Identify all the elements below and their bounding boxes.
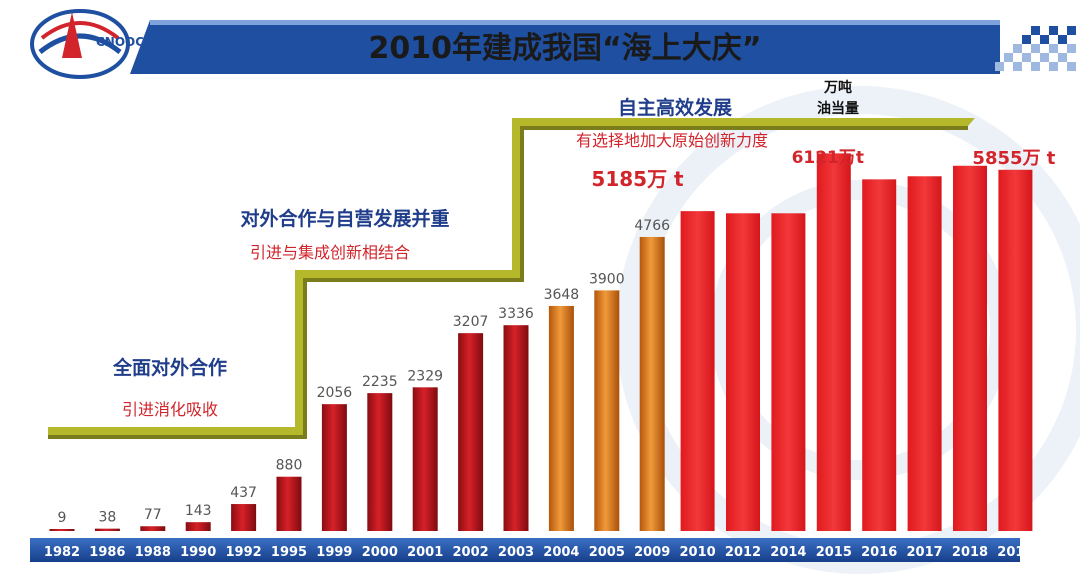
value-label-2001: 2329 xyxy=(407,368,443,384)
bar-1995 xyxy=(276,476,302,531)
bar-2003 xyxy=(503,325,529,531)
x-tick-2018: 2018 xyxy=(952,545,988,560)
value-label-1999: 2056 xyxy=(317,385,353,401)
bar-1982 xyxy=(49,529,75,531)
x-tick-2016: 2016 xyxy=(861,545,897,560)
bar-2018 xyxy=(953,165,987,531)
x-tick-2000: 2000 xyxy=(362,545,398,560)
value-label-2005: 3900 xyxy=(589,271,625,287)
value-label-2004: 3648 xyxy=(544,287,580,303)
x-tick-2015: 2015 xyxy=(816,545,852,560)
cnooc-logo: CNOOC xyxy=(30,9,144,79)
x-tick-1992: 1992 xyxy=(226,545,262,560)
x-tick-1986: 1986 xyxy=(89,545,125,560)
value-label-2000: 2235 xyxy=(362,374,398,390)
value-label-1986: 38 xyxy=(98,510,116,526)
x-tick-2001: 2001 xyxy=(407,545,443,560)
unit-label-line2: 油当量 xyxy=(817,100,859,117)
x-tick-1990: 1990 xyxy=(180,545,216,560)
bar-1990 xyxy=(185,522,211,531)
checker-decoration xyxy=(995,26,1076,71)
bar-2002 xyxy=(458,333,484,531)
bar-2019 xyxy=(998,169,1033,531)
value-label-2003: 3336 xyxy=(498,306,534,322)
value-label-2002: 3207 xyxy=(453,314,489,330)
x-tick-1988: 1988 xyxy=(135,545,171,560)
bar-2009 xyxy=(639,236,665,531)
x-tick-2012: 2012 xyxy=(725,545,761,560)
x-tick-2010: 2010 xyxy=(680,545,716,560)
bar-2005 xyxy=(594,290,620,531)
bars-group xyxy=(49,153,1033,532)
highlight-label-2015: 6121万t xyxy=(792,148,864,168)
bar-1999 xyxy=(321,404,347,531)
logo-text: CNOOC xyxy=(96,35,144,49)
bar-2012 xyxy=(726,213,760,532)
highlight-label-2010: 5185万 t xyxy=(591,167,684,191)
stage-3-title: 自主高效发展 xyxy=(618,96,732,119)
bar-2010 xyxy=(680,211,715,532)
bar-2015 xyxy=(816,153,851,531)
stage-1-title: 全面对外合作 xyxy=(112,356,227,379)
x-tick-2009: 2009 xyxy=(634,545,670,560)
value-label-1995: 880 xyxy=(276,458,303,474)
stage-2-subtitle: 引进与集成创新相结合 xyxy=(250,243,410,262)
bar-1986 xyxy=(94,528,120,531)
value-label-1988: 77 xyxy=(144,507,162,523)
x-tick-2004: 2004 xyxy=(543,545,579,560)
x-tick-1999: 1999 xyxy=(316,545,352,560)
x-tick-1995: 1995 xyxy=(271,545,307,560)
bar-1992 xyxy=(231,504,257,531)
x-tick-2003: 2003 xyxy=(498,545,534,560)
highlight-labels: 5185万 t 6121万t 5855万 t xyxy=(591,148,1055,191)
x-tick-labels: 1982 1986 1988 1990 1992 1995 1999 2000 2001 2002… xyxy=(44,545,1034,560)
value-label-1992: 437 xyxy=(230,485,257,501)
value-label-1990: 143 xyxy=(185,503,212,519)
x-tick-1982: 1982 xyxy=(44,545,80,560)
bar-2001 xyxy=(412,387,438,531)
bar-2017 xyxy=(907,176,942,531)
x-tick-2005: 2005 xyxy=(589,545,625,560)
x-tick-2002: 2002 xyxy=(453,545,489,560)
stage-1-subtitle-text: 引进消化吸收 xyxy=(122,400,218,419)
x-tick-2017: 2017 xyxy=(907,545,943,560)
stage-2-title: 对外合作与自营发展并重 xyxy=(240,207,449,230)
unit-label-line1: 万吨 xyxy=(823,79,852,96)
page-title: 2010年建成我国“海上大庆” xyxy=(369,31,762,66)
bar-2000 xyxy=(367,393,393,531)
x-tick-2019: 2019 xyxy=(997,545,1033,560)
x-tick-2014: 2014 xyxy=(770,545,806,560)
value-labels: 9 38 77 143 437 880 2056 2235 2329 3207 3336 3648 39… xyxy=(58,218,671,526)
highlight-label-2019: 5855万 t xyxy=(972,148,1055,169)
value-label-2009: 4766 xyxy=(634,218,670,234)
stage-3-subtitle: 有选择地加大原始创新力度 xyxy=(576,131,768,150)
header-banner xyxy=(130,20,1000,74)
x-axis-band xyxy=(30,538,1020,562)
bar-2014 xyxy=(771,213,806,532)
bar-2016 xyxy=(862,179,897,531)
stage-staircase xyxy=(48,118,975,439)
bar-2004 xyxy=(548,305,574,531)
bar-1988 xyxy=(140,526,166,531)
value-label-1982: 9 xyxy=(58,510,67,526)
